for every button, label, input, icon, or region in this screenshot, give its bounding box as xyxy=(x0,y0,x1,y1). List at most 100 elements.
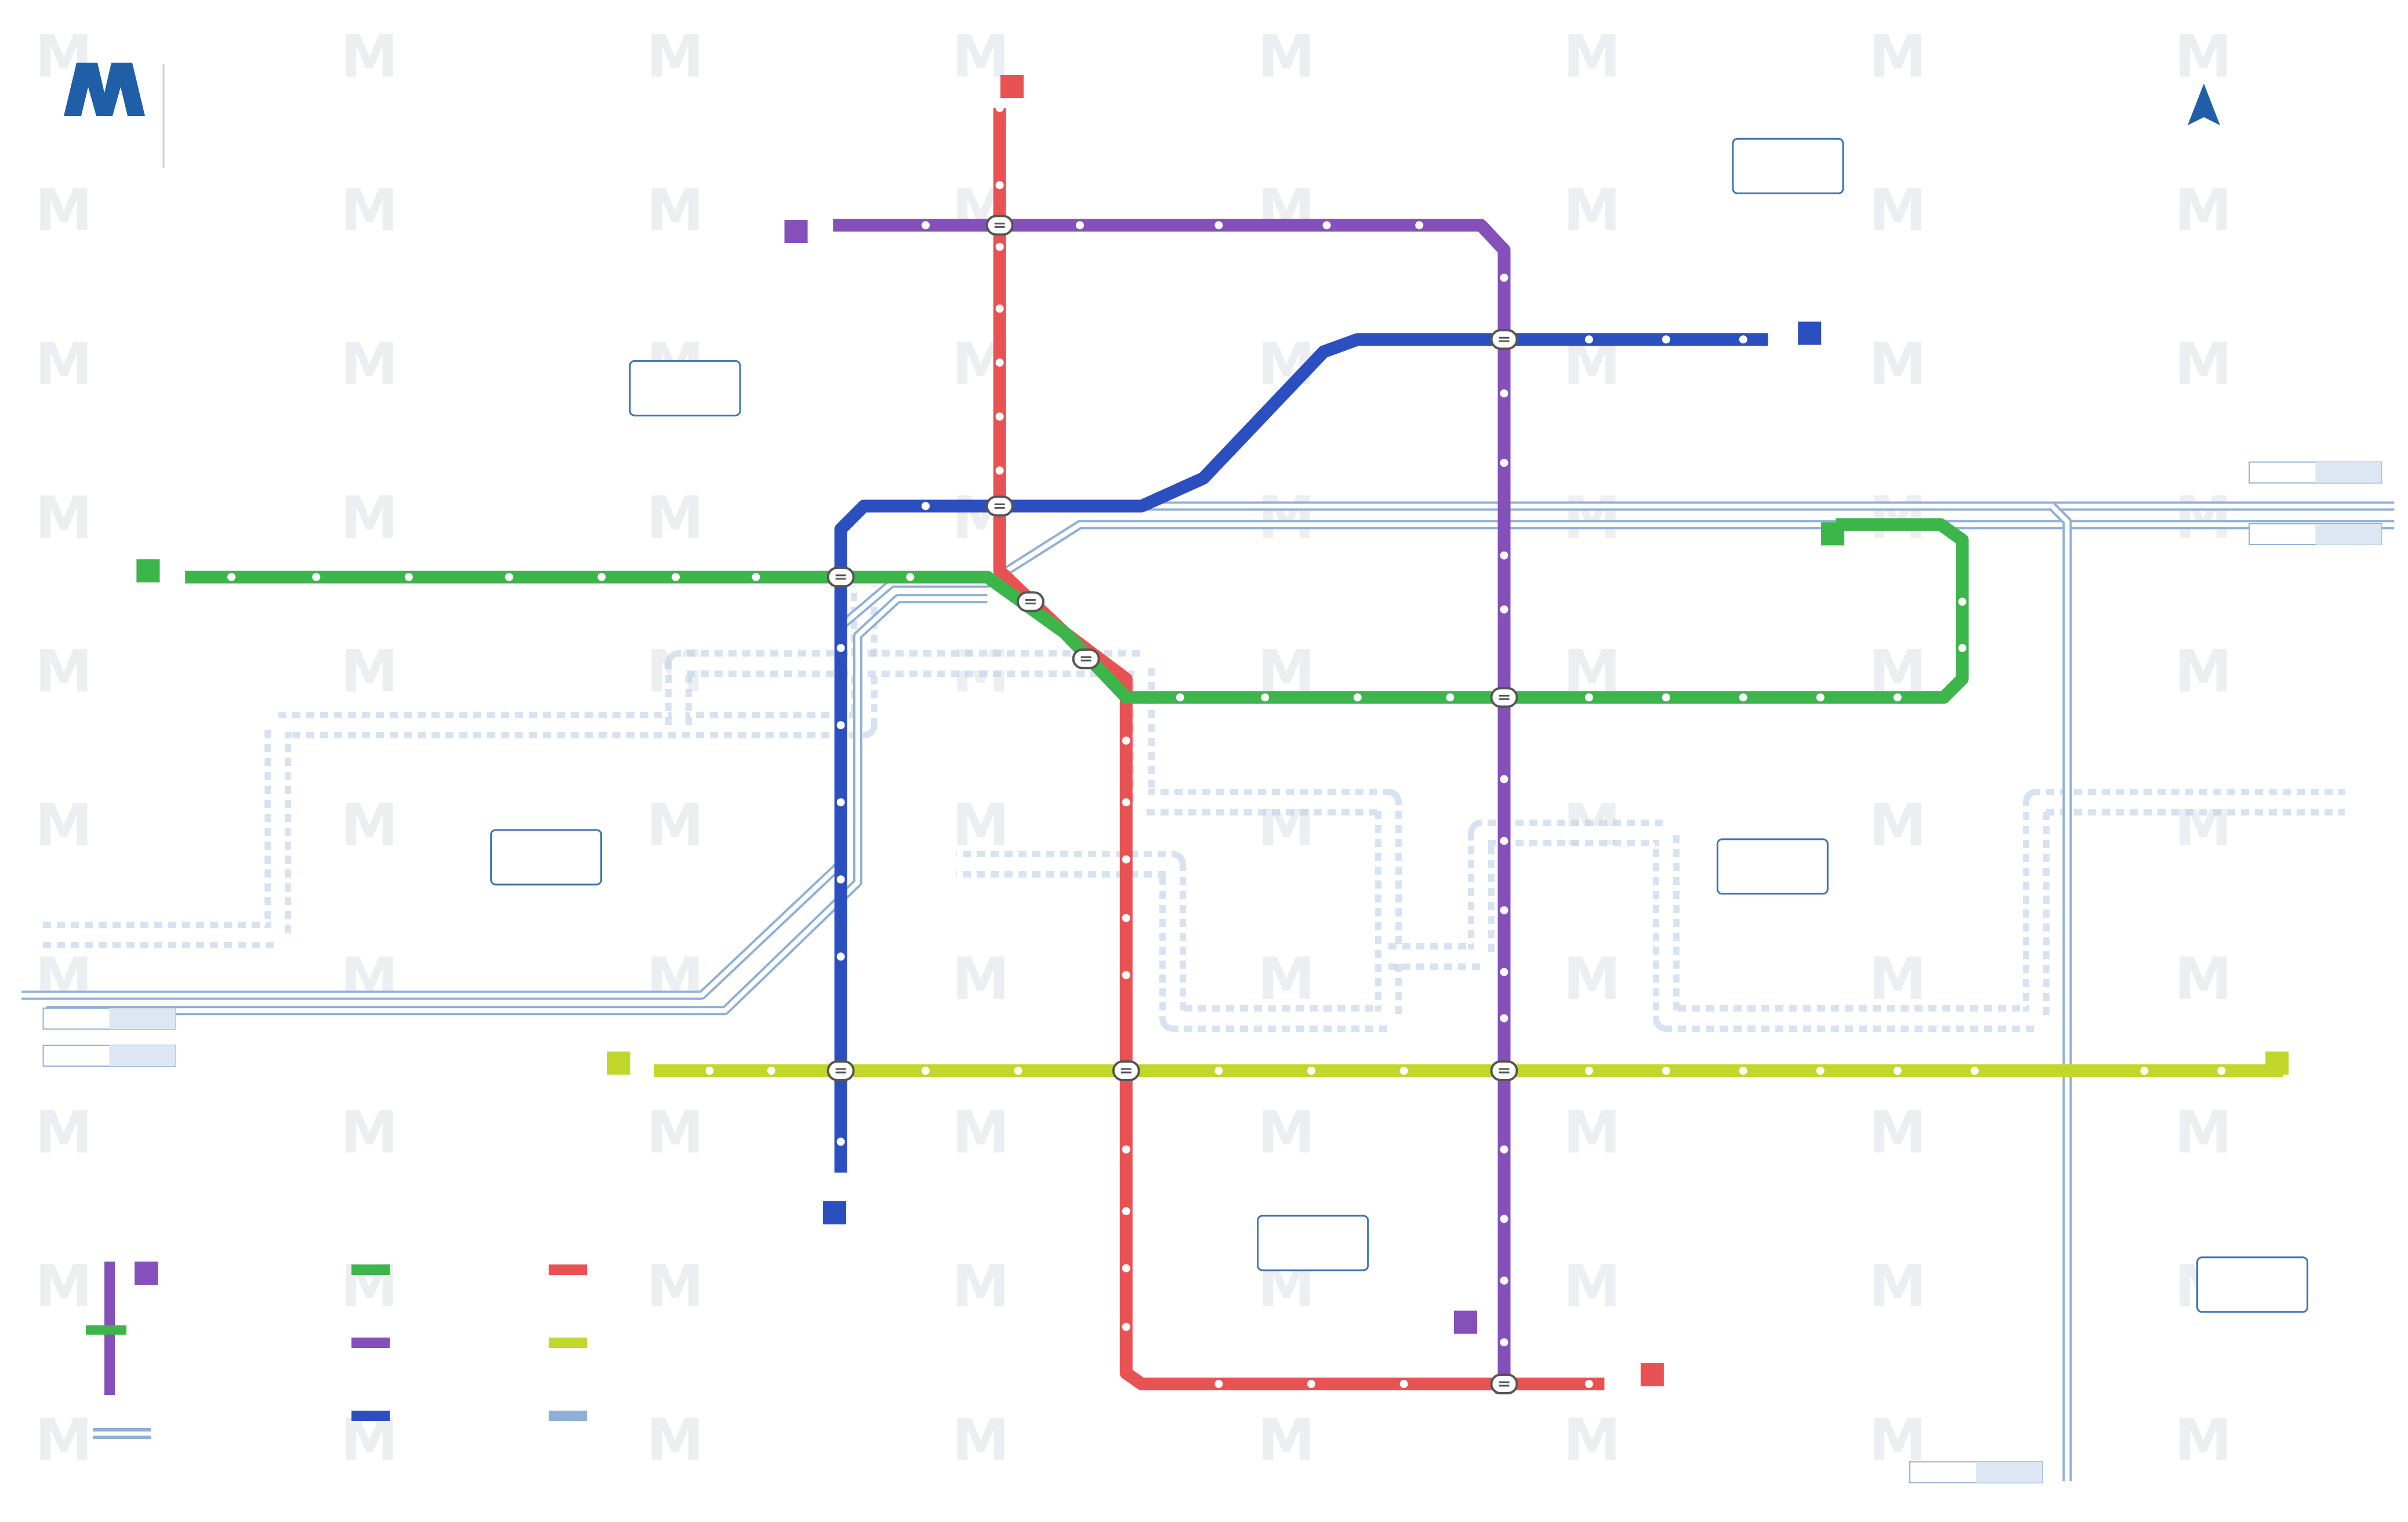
station-dot[interactable] xyxy=(1076,221,1084,230)
station-dot[interactable] xyxy=(1307,1380,1315,1389)
station-dot[interactable] xyxy=(1292,397,1300,405)
station-dot[interactable] xyxy=(1500,906,1508,915)
station-dot[interactable] xyxy=(836,798,845,807)
interchange-station[interactable] xyxy=(1490,1060,1518,1082)
station-dot[interactable] xyxy=(1261,693,1270,702)
station-dot[interactable] xyxy=(1584,693,1593,702)
station-dot[interactable] xyxy=(836,875,845,884)
station-dot[interactable] xyxy=(1122,1322,1130,1331)
station-dot[interactable] xyxy=(1739,335,1747,344)
station-dot[interactable] xyxy=(922,502,930,510)
station-dot[interactable] xyxy=(1446,693,1455,702)
station-dot[interactable] xyxy=(995,305,1004,313)
station-dot[interactable] xyxy=(995,104,1004,113)
interchange-station[interactable] xyxy=(1112,1060,1140,1082)
station-dot[interactable] xyxy=(1322,221,1331,230)
station-dot[interactable] xyxy=(1662,335,1670,344)
station-dot[interactable] xyxy=(1816,693,1825,702)
watermark: M xyxy=(1869,945,1927,1013)
station-dot[interactable] xyxy=(1970,1067,1979,1075)
station-dot[interactable] xyxy=(1014,1067,1022,1075)
station-dot[interactable] xyxy=(1500,1215,1508,1223)
station-dot[interactable] xyxy=(2140,1067,2149,1075)
district-label xyxy=(1716,838,1829,895)
station-dot[interactable] xyxy=(1500,1338,1508,1347)
river-core xyxy=(43,586,871,942)
station-dot[interactable] xyxy=(1214,221,1223,230)
station-dot[interactable] xyxy=(1500,775,1508,784)
interchange-station[interactable] xyxy=(985,215,1014,236)
station-dot[interactable] xyxy=(1214,1067,1223,1075)
station-dot[interactable] xyxy=(995,466,1004,475)
station-dot[interactable] xyxy=(1122,971,1130,980)
station-dot[interactable] xyxy=(1584,335,1593,344)
station-dot[interactable] xyxy=(922,221,930,230)
station-dot[interactable] xyxy=(1122,1145,1130,1154)
station-dot[interactable] xyxy=(1958,597,1967,606)
station-dot[interactable] xyxy=(1500,273,1508,282)
station-dot[interactable] xyxy=(505,572,513,581)
station-dot[interactable] xyxy=(1893,1067,1902,1075)
station-dot[interactable] xyxy=(597,572,606,581)
station-dot[interactable] xyxy=(1122,798,1130,807)
station-dot[interactable] xyxy=(1399,1380,1408,1389)
station-dot[interactable] xyxy=(1584,1380,1593,1389)
station-dot[interactable] xyxy=(1122,855,1130,864)
station-dot[interactable] xyxy=(1500,836,1508,845)
interchange-station[interactable] xyxy=(1072,648,1100,669)
station-dot[interactable] xyxy=(227,572,235,581)
interchange-station[interactable] xyxy=(826,1060,855,1082)
station-dot[interactable] xyxy=(1500,459,1508,467)
station-dot[interactable] xyxy=(1500,1014,1508,1023)
station-dot[interactable] xyxy=(836,721,845,730)
station-dot[interactable] xyxy=(1500,967,1508,976)
station-dot[interactable] xyxy=(1500,1276,1508,1285)
station-dot[interactable] xyxy=(404,572,413,581)
station-dot[interactable] xyxy=(836,644,845,653)
station-dot[interactable] xyxy=(1500,1145,1508,1154)
station-dot[interactable] xyxy=(1415,221,1424,230)
station-dot[interactable] xyxy=(836,952,845,961)
station-dot[interactable] xyxy=(767,1067,775,1075)
station-dot[interactable] xyxy=(1662,1067,1670,1075)
watermark: M xyxy=(646,1252,704,1320)
station-dot[interactable] xyxy=(1122,736,1130,745)
station-dot[interactable] xyxy=(705,1067,714,1075)
interchange-station[interactable] xyxy=(1016,591,1045,613)
station-dot[interactable] xyxy=(995,181,1004,190)
interchange-station[interactable] xyxy=(826,566,855,588)
station-dot[interactable] xyxy=(995,412,1004,421)
station-dot[interactable] xyxy=(672,572,680,581)
station-dot[interactable] xyxy=(1958,644,1967,653)
station-dot[interactable] xyxy=(752,572,760,581)
station-dot[interactable] xyxy=(1893,693,1902,702)
station-dot[interactable] xyxy=(1500,389,1508,398)
station-dot[interactable] xyxy=(995,358,1004,367)
station-dot[interactable] xyxy=(922,1067,930,1075)
station-dot[interactable] xyxy=(1176,693,1184,702)
station-dot[interactable] xyxy=(312,572,321,581)
station-dot[interactable] xyxy=(1584,1067,1593,1075)
station-dot[interactable] xyxy=(1500,551,1508,560)
station-dot[interactable] xyxy=(1399,1067,1408,1075)
interchange-station[interactable] xyxy=(1490,1374,1518,1395)
station-dot[interactable] xyxy=(836,1137,845,1146)
lines-legend-swatch xyxy=(351,1411,390,1421)
station-dot[interactable] xyxy=(1816,1067,1825,1075)
interchange-station[interactable] xyxy=(1490,329,1518,350)
station-dot[interactable] xyxy=(1214,1380,1223,1389)
station-dot[interactable] xyxy=(1500,605,1508,614)
station-dot[interactable] xyxy=(1353,693,1362,702)
station-dot[interactable] xyxy=(906,572,915,581)
station-dot[interactable] xyxy=(1122,1264,1130,1273)
interchange-station[interactable] xyxy=(985,495,1014,517)
station-dot[interactable] xyxy=(2217,1067,2226,1075)
station-dot[interactable] xyxy=(1662,693,1670,702)
station-dot[interactable] xyxy=(1739,1067,1747,1075)
station-dot[interactable] xyxy=(1122,914,1130,922)
station-dot[interactable] xyxy=(1122,1207,1130,1216)
interchange-station[interactable] xyxy=(1490,687,1518,708)
station-dot[interactable] xyxy=(995,242,1004,251)
station-dot[interactable] xyxy=(1307,1067,1315,1075)
station-dot[interactable] xyxy=(1739,693,1747,702)
